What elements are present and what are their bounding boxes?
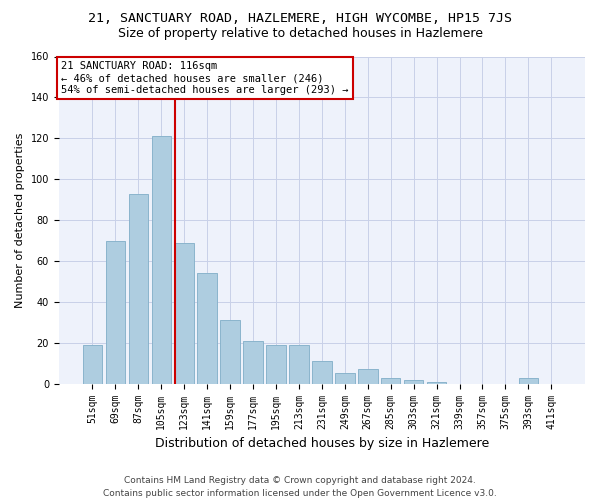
Text: Size of property relative to detached houses in Hazlemere: Size of property relative to detached ho… xyxy=(118,28,482,40)
Bar xyxy=(404,380,424,384)
Bar xyxy=(358,370,377,384)
X-axis label: Distribution of detached houses by size in Hazlemere: Distribution of detached houses by size … xyxy=(155,437,489,450)
Y-axis label: Number of detached properties: Number of detached properties xyxy=(15,132,25,308)
Bar xyxy=(197,274,217,384)
Bar xyxy=(312,361,332,384)
Bar xyxy=(427,382,446,384)
Bar xyxy=(106,240,125,384)
Bar xyxy=(381,378,400,384)
Bar xyxy=(244,341,263,384)
Bar xyxy=(175,242,194,384)
Bar xyxy=(220,320,240,384)
Bar xyxy=(335,374,355,384)
Bar xyxy=(152,136,171,384)
Bar xyxy=(518,378,538,384)
Bar xyxy=(289,345,308,384)
Text: Contains HM Land Registry data © Crown copyright and database right 2024.
Contai: Contains HM Land Registry data © Crown c… xyxy=(103,476,497,498)
Text: 21, SANCTUARY ROAD, HAZLEMERE, HIGH WYCOMBE, HP15 7JS: 21, SANCTUARY ROAD, HAZLEMERE, HIGH WYCO… xyxy=(88,12,512,26)
Bar xyxy=(266,345,286,384)
Text: 21 SANCTUARY ROAD: 116sqm
← 46% of detached houses are smaller (246)
54% of semi: 21 SANCTUARY ROAD: 116sqm ← 46% of detac… xyxy=(61,62,349,94)
Bar xyxy=(83,345,102,384)
Bar xyxy=(128,194,148,384)
